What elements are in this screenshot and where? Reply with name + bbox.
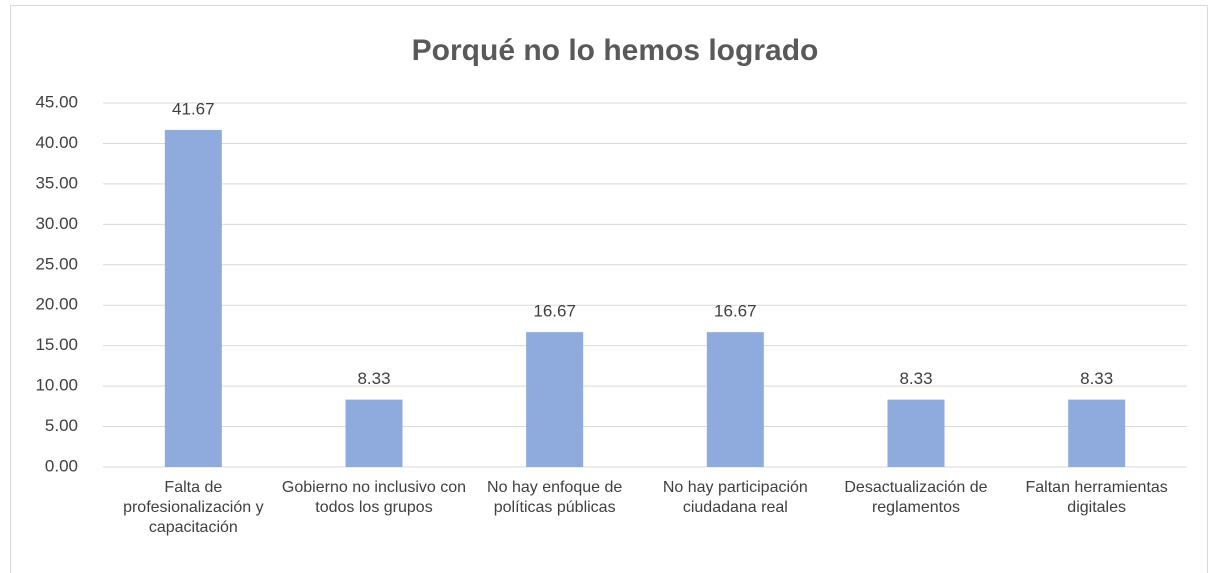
y-tick-label: 30.00 [35,214,78,233]
bar [706,332,764,467]
data-label: 16.67 [714,302,757,321]
bar [1068,399,1126,467]
x-tick-label: No hay enfoque de políticas públicas [487,479,623,516]
y-tick-label: 5.00 [45,416,78,435]
data-label: 8.33 [899,369,932,388]
bar [526,332,584,467]
y-tick-label: 0.00 [45,456,78,475]
data-label: 16.67 [533,302,576,321]
bar [164,129,222,467]
y-tick-label: 45.00 [35,92,78,111]
bar [887,399,945,467]
data-label: 8.33 [357,369,390,388]
y-tick-label: 40.00 [35,133,78,152]
x-tick-label: No hay participación ciudadana real [662,479,808,516]
y-tick-label: 35.00 [35,173,78,192]
y-tick-label: 20.00 [35,295,78,314]
x-tick-label: Gobierno no inclusivo con todos los grup… [281,479,467,516]
bar [345,399,403,467]
chart-border [10,5,1208,573]
x-tick-label: Faltan herramientas digitales [1025,479,1168,516]
y-tick-label: 10.00 [35,376,78,395]
data-label: 41.67 [172,99,215,118]
data-label: 8.33 [1080,369,1113,388]
x-tick-label: Falta de profesionalización y capacitaci… [123,479,264,536]
y-tick-label: 15.00 [35,335,78,354]
y-tick-label: 25.00 [35,254,78,273]
x-tick-label: Desactualización de reglamentos [844,479,988,516]
chart-title: Porqué no lo hemos logrado [412,34,819,67]
